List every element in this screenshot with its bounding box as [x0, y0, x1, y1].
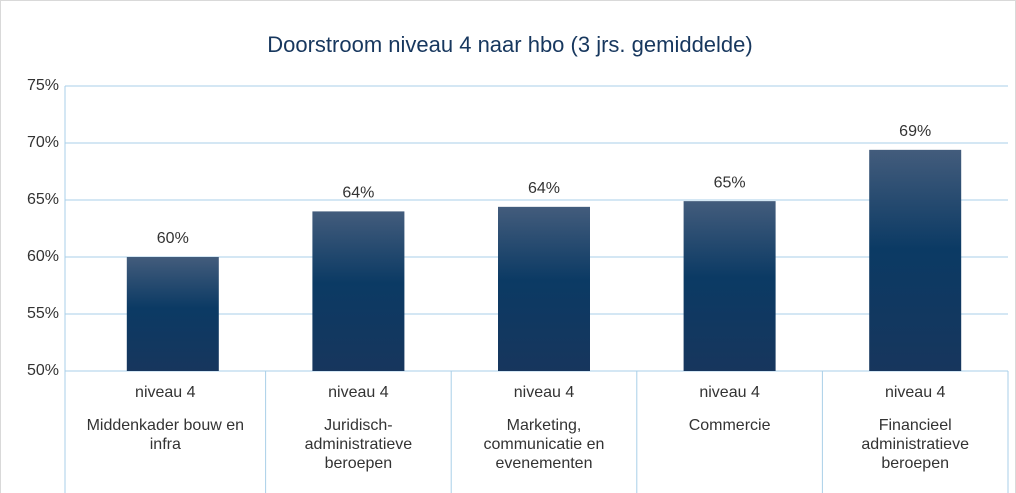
y-tick-label: 60%	[27, 248, 59, 265]
value-label: 64%	[342, 185, 374, 202]
x-category: niveau 4 Financieel administratieve beroe…	[822, 371, 1008, 473]
y-tick-label: 75%	[27, 77, 59, 94]
x-tick-label: Middenkader bouw en infra	[86, 417, 245, 453]
y-tick-label: 50%	[27, 362, 59, 379]
y-tick-label: 55%	[27, 305, 59, 322]
x-category: niveau 4 Commercie	[637, 371, 823, 435]
x-category: niveau 4 Juridisch-administratieve beroep…	[266, 371, 452, 473]
x-tick-label: niveau 4	[699, 384, 760, 401]
x-tick-label: Juridisch-administratieve beroepen	[304, 417, 413, 472]
x-category: niveau 4 Middenkader bouw en infra	[65, 371, 266, 454]
value-label: 69%	[899, 123, 931, 140]
x-category: niveau 4 Marketing, communicatie en evene…	[451, 371, 637, 473]
bar	[683, 201, 776, 371]
x-tick-label: Commercie	[688, 417, 771, 434]
x-tick-label: niveau 4	[513, 384, 575, 401]
value-label: 60%	[157, 230, 189, 247]
x-tick-label: Marketing, communicatie en evenementen	[483, 417, 605, 472]
x-tick-label: niveau 4	[135, 384, 196, 401]
bar	[869, 149, 962, 371]
y-tick-label: 70%	[27, 134, 59, 151]
y-tick-label: 65%	[27, 191, 59, 208]
value-label: 65%	[714, 174, 746, 191]
x-tick-label: Financieel administratieve beroepen	[861, 417, 969, 472]
x-tick-label: niveau 4	[328, 384, 389, 401]
chart-title: Doorstroom niveau 4 naar hbo (3 jrs. gem…	[267, 32, 752, 57]
bar	[498, 206, 590, 371]
bar	[312, 211, 405, 371]
value-label: 64%	[528, 180, 560, 197]
x-tick-label: niveau 4	[884, 384, 946, 401]
bar	[126, 257, 219, 371]
